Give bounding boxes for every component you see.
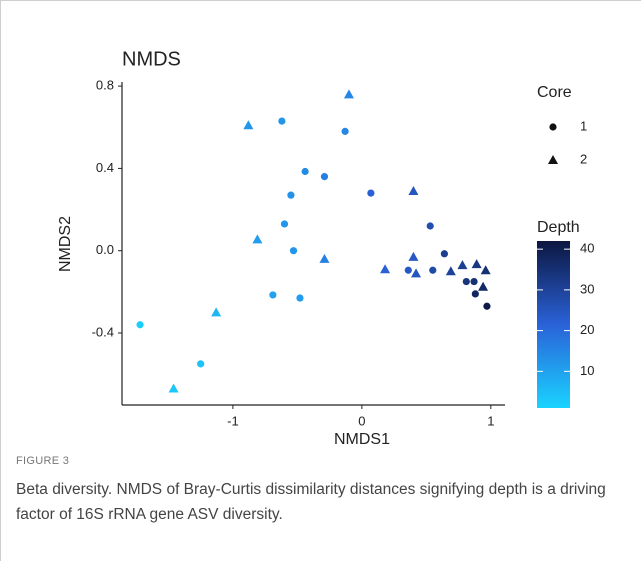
point (429, 266, 437, 274)
point (168, 383, 179, 393)
point (408, 186, 419, 196)
point (269, 291, 277, 299)
point (278, 117, 286, 125)
x-tick-label: 1 (487, 413, 494, 428)
colorbar-tick-label: 40 (580, 241, 594, 256)
y-tick-label: -0.4 (92, 324, 114, 339)
y-tick-label: 0.0 (96, 242, 114, 257)
point (411, 268, 422, 278)
y-tick-label: 0.4 (96, 160, 114, 175)
point (211, 307, 222, 317)
figure-caption: Beta diversity. NMDS of Bray-Curtis diss… (16, 481, 606, 523)
point (478, 281, 489, 291)
legend-symbol (549, 123, 557, 131)
point (404, 266, 412, 274)
point (341, 127, 349, 135)
point (280, 220, 289, 228)
y-tick-label: 0.8 (96, 78, 114, 93)
point (470, 277, 478, 286)
point (380, 264, 391, 274)
point (320, 173, 329, 181)
y-axis-label: NMDS2 (57, 216, 74, 272)
colorbar (537, 241, 570, 408)
point (289, 247, 298, 255)
point (445, 266, 456, 276)
point (243, 120, 254, 130)
point (197, 360, 205, 368)
chart: NMDS NMDS1 NMDS2 Core Depth -1 0 1 -0.4 0.0 0… (57, 48, 594, 448)
chart-title: NMDS (122, 48, 181, 70)
color-legend-title: Depth (537, 219, 580, 236)
point (319, 253, 330, 263)
point (483, 302, 491, 310)
point (480, 265, 491, 275)
legend-symbol (548, 155, 558, 164)
point (462, 277, 470, 286)
point (136, 321, 144, 329)
colorbar-tick-label: 10 (580, 363, 594, 378)
x-axis-label: NMDS1 (334, 431, 390, 448)
x-tick-label: 0 (358, 413, 365, 428)
point (367, 189, 375, 197)
point (471, 259, 482, 269)
point (426, 222, 434, 230)
point (287, 191, 295, 199)
legend-label: 1 (580, 118, 587, 133)
shape-legend-title: Core (537, 84, 572, 101)
figure-label: FIGURE 3 (16, 455, 70, 467)
point (408, 251, 419, 261)
point (296, 294, 304, 302)
colorbar-tick-label: 30 (580, 281, 594, 296)
point (457, 260, 468, 270)
colorbar-tick-label: 20 (580, 322, 594, 337)
legend-label: 2 (580, 151, 587, 166)
point (343, 89, 354, 99)
point (440, 250, 448, 258)
point (301, 167, 309, 176)
x-tick-label: -1 (227, 413, 239, 428)
point (471, 290, 479, 298)
point (252, 234, 263, 244)
